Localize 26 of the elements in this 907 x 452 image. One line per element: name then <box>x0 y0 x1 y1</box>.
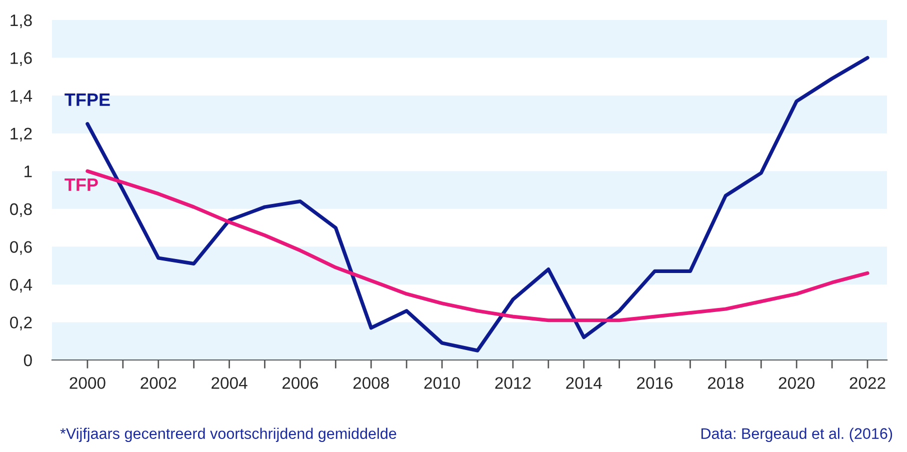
x-tick-label: 2006 <box>282 377 318 389</box>
x-tick-label: 2012 <box>495 377 531 389</box>
x-tick-label: 2020 <box>778 377 814 389</box>
y-tick-label: 1,6 <box>10 52 32 66</box>
y-tick-label: 0,2 <box>10 316 32 330</box>
y-tick-label: 1,2 <box>10 128 32 142</box>
x-tick-label: 2016 <box>637 377 673 389</box>
x-tick-label: 2008 <box>353 377 389 389</box>
x-tick-label: 2000 <box>70 377 106 389</box>
text: *Vijfjaars gecentreerd voortschrijdend gemiddelde <box>60 428 396 442</box>
x-tick-label: 2004 <box>212 377 248 389</box>
x-tick-label: 2010 <box>424 377 460 389</box>
y-tick-label: 0,8 <box>10 203 32 218</box>
x-tick-label: 2018 <box>708 377 744 389</box>
y-tick-label: 1 <box>24 166 32 178</box>
y-tick-label: 1,4 <box>10 90 32 104</box>
y-tick-label: 0 <box>24 354 32 366</box>
x-tick-label: 2014 <box>566 377 602 389</box>
x-tick-label: 2022 <box>850 377 886 389</box>
series-label: TFPE <box>64 93 110 106</box>
text: Data: Bergeaud et al. (2016) <box>701 428 892 442</box>
series-label: TFP <box>64 178 98 191</box>
y-tick-label: 0,4 <box>10 278 32 293</box>
x-tick-label: 2002 <box>140 377 176 389</box>
y-tick-label: 0,6 <box>10 241 32 255</box>
y-tick-label: 1,8 <box>10 14 32 28</box>
